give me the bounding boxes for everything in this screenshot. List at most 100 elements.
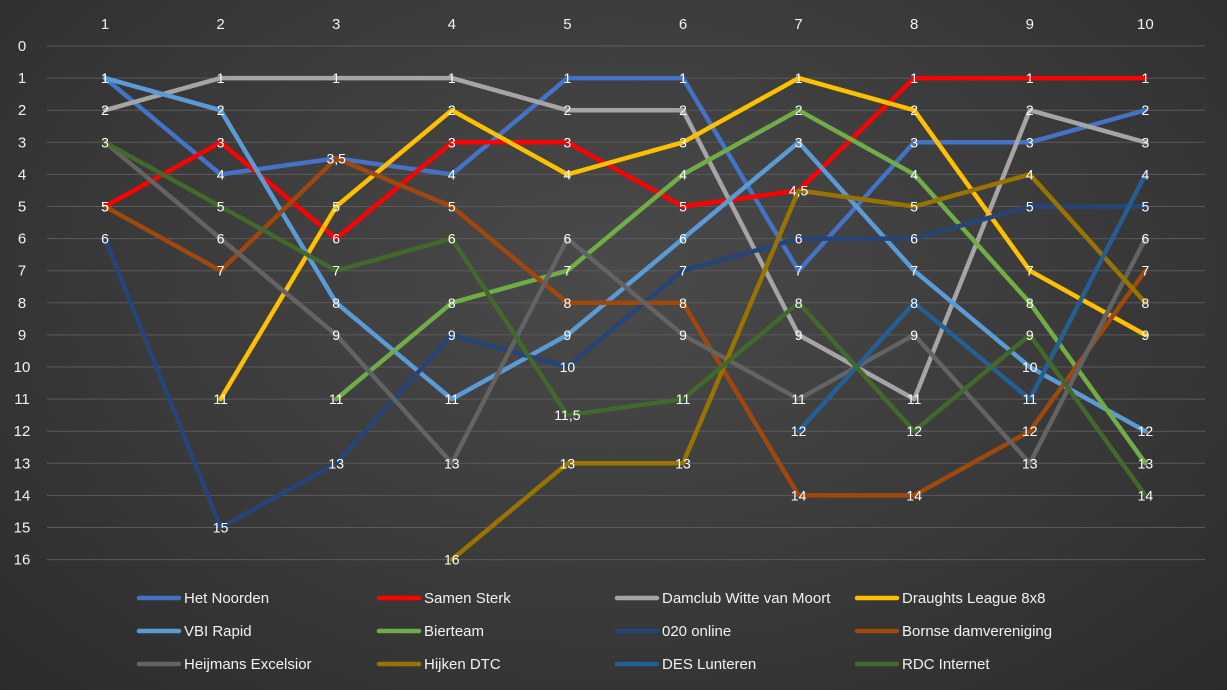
data-label: 1 — [101, 70, 109, 86]
series-line — [102, 140, 1148, 498]
data-label: 5 — [332, 199, 340, 215]
legend-item: Het Noorden — [136, 590, 269, 607]
data-label: 9 — [332, 327, 340, 343]
y-tick-label: 4 — [18, 166, 26, 183]
data-label: 10 — [560, 359, 576, 375]
legend-label: Bierteam — [424, 623, 484, 640]
data-label: 1 — [910, 70, 918, 86]
data-label: 5 — [1142, 199, 1150, 215]
data-label: 3 — [564, 134, 572, 150]
series-damclub-witte-van-moort — [102, 75, 1148, 402]
data-label: 10 — [1022, 359, 1038, 375]
data-label: 9 — [795, 327, 803, 343]
y-tick-label: 12 — [14, 423, 31, 440]
data-label: 9 — [1026, 327, 1034, 343]
data-label: 8 — [448, 295, 456, 311]
y-tick-label: 9 — [18, 327, 26, 344]
series-bornse-damvereniging — [102, 156, 1148, 498]
data-label: 7 — [679, 263, 687, 279]
data-label: 5 — [448, 199, 456, 215]
data-label: 9 — [1142, 327, 1150, 343]
data-label: 4,5 — [789, 182, 809, 198]
series-line — [102, 75, 1148, 402]
data-label: 9 — [564, 327, 572, 343]
series-heijmans-excelsior — [102, 140, 1148, 466]
y-tick-label: 5 — [18, 199, 26, 216]
data-label: 1 — [217, 70, 225, 86]
data-label: 13 — [1022, 455, 1038, 471]
series-bierteam — [333, 107, 1148, 466]
data-label: 4 — [1142, 166, 1150, 182]
legend-item: Heijmans Excelsior — [136, 656, 312, 673]
y-tick-label: 2 — [18, 102, 26, 119]
data-label: 1 — [679, 70, 687, 86]
y-tick-label: 14 — [14, 487, 31, 504]
data-label: 12 — [1022, 423, 1038, 439]
series-line — [333, 107, 1148, 466]
data-label: 3 — [1026, 134, 1034, 150]
data-label: 8 — [1026, 295, 1034, 311]
series-line — [449, 172, 1148, 562]
series-line — [102, 75, 1148, 273]
y-tick-label: 13 — [14, 455, 31, 472]
data-label: 11 — [907, 391, 922, 407]
y-tick-label: 0 — [18, 38, 26, 55]
x-tick-label: 6 — [679, 16, 687, 33]
legend-item: DES Lunteren — [614, 656, 756, 673]
x-tick-label: 10 — [1137, 16, 1154, 33]
data-label: 4 — [217, 166, 225, 182]
series-samen-sterk — [102, 75, 1148, 241]
series-het-noorden — [102, 75, 1148, 273]
data-label: 14 — [906, 487, 922, 503]
data-label: 11 — [676, 391, 691, 407]
data-label: 3 — [1142, 134, 1150, 150]
data-label: 2 — [101, 102, 109, 118]
data-label: 11 — [213, 391, 228, 407]
data-label: 7 — [332, 263, 340, 279]
data-label: 6 — [679, 231, 687, 247]
data-label: 11,5 — [554, 407, 580, 423]
y-tick-label: 1 — [18, 70, 26, 87]
data-label: 8 — [1142, 295, 1150, 311]
data-label: 4 — [910, 166, 918, 182]
data-label: 7 — [795, 263, 803, 279]
series-line — [102, 140, 1148, 466]
data-label: 8 — [564, 295, 572, 311]
x-tick-label: 3 — [332, 16, 340, 33]
data-label: 5 — [217, 199, 225, 215]
legend-label: Heijmans Excelsior — [184, 656, 312, 673]
x-tick-label: 1 — [101, 16, 109, 33]
x-tick-label: 2 — [216, 16, 224, 33]
x-tick-label: 4 — [448, 16, 456, 33]
y-tick-label: 8 — [18, 295, 26, 312]
data-label: 3 — [448, 134, 456, 150]
data-label: 16 — [444, 552, 460, 568]
y-tick-label: 11 — [14, 391, 30, 408]
legend-label: Hijken DTC — [424, 656, 501, 673]
y-tick-label: 6 — [18, 231, 26, 248]
data-label: 5 — [101, 199, 109, 215]
data-label: 5 — [910, 199, 918, 215]
data-label: 3,5 — [326, 150, 346, 166]
legend-label: Samen Sterk — [424, 590, 511, 607]
legend-item: RDC Internet — [854, 656, 990, 673]
data-label: 7 — [217, 263, 225, 279]
data-label: 3 — [679, 134, 687, 150]
data-label: 5 — [101, 199, 109, 215]
data-label: 4 — [1026, 166, 1034, 182]
data-label: 7 — [910, 263, 918, 279]
data-label: 1 — [101, 70, 109, 86]
data-label: 2 — [679, 102, 687, 118]
data-label: 8 — [910, 295, 918, 311]
data-label: 13 — [444, 455, 460, 471]
y-tick-label: 15 — [14, 520, 31, 537]
legend-label: Bornse damvereniging — [902, 623, 1052, 640]
data-label: 13 — [1138, 455, 1154, 471]
data-label: 2 — [910, 102, 918, 118]
legend-label: Draughts League 8x8 — [902, 590, 1045, 607]
data-label: 14 — [1138, 487, 1154, 503]
data-label: 11 — [445, 391, 460, 407]
data-label: 11 — [791, 391, 806, 407]
data-label: 13 — [675, 455, 691, 471]
